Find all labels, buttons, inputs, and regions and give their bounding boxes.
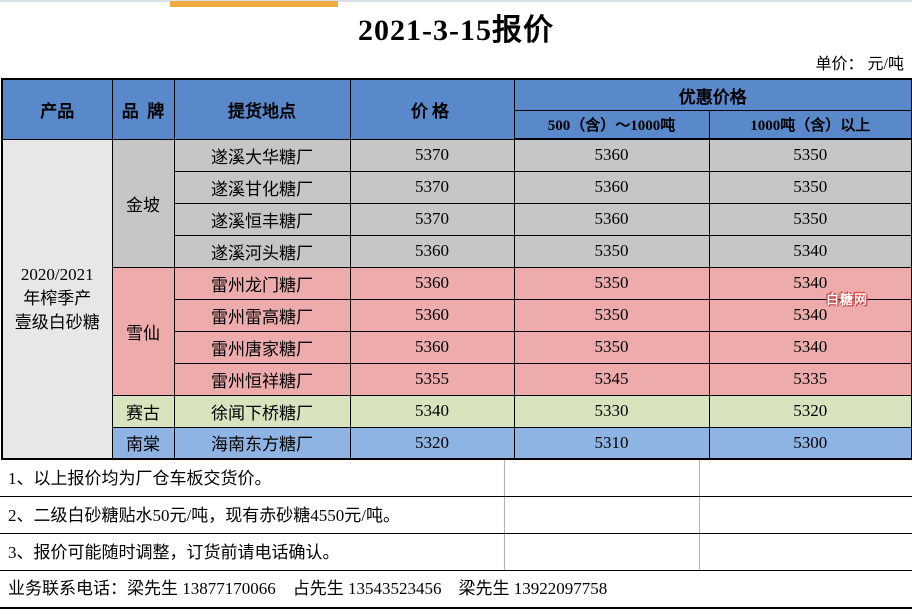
tier2-price-cell: 5350 — [708, 202, 912, 236]
note-text: 3、报价可能随时调整，订货前请电话确认。 — [8, 543, 340, 562]
header-row-1: 产品 品 牌 提货地点 价格 优惠价格 — [1, 78, 912, 140]
location-cell: 雷州雷高糖厂 — [173, 298, 351, 332]
price-cell: 5360 — [349, 330, 515, 364]
price-cell: 5370 — [349, 170, 515, 204]
tier1-price-cell: 5360 — [513, 138, 710, 172]
location-cell: 雷州龙门糖厂 — [173, 266, 351, 300]
location-cell: 遂溪恒丰糖厂 — [173, 202, 351, 236]
price-cell: 5360 — [349, 234, 515, 268]
header-price: 价格 — [349, 78, 515, 140]
tier1-price-cell: 5360 — [513, 202, 710, 236]
note-row-1: 1、以上报价均为厂仓车板交货价。 — [0, 460, 912, 497]
notes-section: 1、以上报价均为厂仓车板交货价。 2、二级白砂糖贴水50元/吨，现有赤砂糖455… — [0, 460, 912, 571]
tier2-price-cell: 5320 — [708, 394, 912, 428]
header-location: 提货地点 — [173, 78, 351, 140]
tier1-price-cell: 5350 — [513, 234, 710, 268]
tier2-price-cell: 5350 — [708, 138, 912, 172]
header-tier1: 500（含）～1000吨 — [513, 110, 710, 140]
tier1-price-cell: 5350 — [513, 298, 710, 332]
table-row: 雷州唐家糖厂 5360 5350 5340 — [2, 330, 912, 364]
gridline-divider — [699, 534, 700, 570]
note-text: 2、二级白砂糖贴水50元/吨，现有赤砂糖4550元/吨。 — [8, 506, 400, 525]
header-tier2: 1000吨（含）以上 — [708, 110, 912, 140]
price-cell: 5355 — [349, 362, 515, 396]
location-cell: 遂溪甘化糖厂 — [173, 170, 351, 204]
header-product: 产品 — [1, 78, 113, 140]
location-cell: 海南东方糖厂 — [173, 426, 351, 460]
price-cell: 5360 — [349, 298, 515, 332]
table-row: 雷州恒祥糖厂 5355 5345 5335 — [2, 362, 912, 396]
tier2-price-cell: 5340 — [708, 234, 912, 268]
gridline-divider — [699, 497, 700, 533]
header-discount: 优惠价格 — [513, 78, 912, 111]
tier2-price-cell: 5350 — [708, 170, 912, 204]
gridline-divider — [504, 497, 505, 533]
tier2-price-cell: 5340 — [708, 330, 912, 364]
tier2-price-cell: 5335 — [708, 362, 912, 396]
table-row: 2020/2021 年榨季产 壹级白砂糖 金坡 遂溪大华糖厂 5370 5360 5350 — [1, 138, 912, 460]
header-brand: 品 牌 — [111, 78, 175, 140]
top-divider — [0, 0, 912, 2]
note-row-2: 2、二级白砂糖贴水50元/吨，现有赤砂糖4550元/吨。 — [0, 497, 912, 534]
contact-line: 业务联系电话：梁先生 13877170066 占先生 13543523456 梁… — [0, 571, 912, 609]
tier1-price-cell: 5350 — [513, 330, 710, 364]
tier1-price-cell: 5350 — [513, 266, 710, 300]
brand-cell: 雪仙 — [111, 266, 175, 396]
table-row: 赛古 徐闻下桥糖厂 5340 5330 5320 — [2, 394, 912, 428]
tier1-price-cell: 5330 — [513, 394, 710, 428]
tier1-price-cell: 5345 — [513, 362, 710, 396]
note-row-3: 3、报价可能随时调整，订货前请电话确认。 — [0, 534, 912, 571]
location-cell: 徐闻下桥糖厂 — [173, 394, 351, 428]
tier1-price-cell: 5360 — [513, 170, 710, 204]
gridline-divider — [504, 460, 505, 496]
tier2-price-cell: 5300 — [708, 426, 912, 460]
brand-cell: 金坡 — [111, 138, 175, 268]
tier2-price-cell: 5340 — [708, 266, 912, 300]
location-cell: 雷州唐家糖厂 — [173, 330, 351, 364]
watermark: 白糖网 — [826, 292, 869, 307]
price-cell: 5370 — [349, 202, 515, 236]
price-cell: 5370 — [349, 138, 515, 172]
location-cell: 遂溪大华糖厂 — [173, 138, 351, 172]
orange-accent-bar — [170, 1, 338, 7]
gridline-divider — [504, 534, 505, 570]
table-row: 遂溪恒丰糖厂 5370 5360 5350 — [2, 202, 912, 236]
table-row: 遂溪甘化糖厂 5370 5360 5350 — [2, 170, 912, 204]
brand-cell: 南棠 — [111, 426, 175, 460]
unit-label: 单价： 元/吨 — [815, 56, 904, 73]
price-cell: 5320 — [349, 426, 515, 460]
table-row: 南棠 海南东方糖厂 5320 5310 5300 — [2, 426, 912, 460]
quote-table: 产品 品 牌 提货地点 价格 优惠价格 500（含）～1000吨 1000吨（含… — [1, 78, 912, 460]
tier1-price-cell: 5310 — [513, 426, 710, 460]
table-row: 遂溪河头糖厂 5360 5350 5340 — [2, 234, 912, 268]
product-cell: 2020/2021 年榨季产 壹级白砂糖 — [1, 138, 113, 460]
table-row: 雪仙 雷州龙门糖厂 5360 5350 5340 — [2, 266, 912, 396]
page-title: 2021-3-15报价 — [358, 14, 554, 47]
quote-table-header: 产品 品 牌 提货地点 价格 优惠价格 500（含）～1000吨 1000吨（含… — [1, 78, 912, 140]
price-cell: 5340 — [349, 394, 515, 428]
quote-table-body: 2020/2021 年榨季产 壹级白砂糖 金坡 遂溪大华糖厂 5370 5360 5350… — [1, 138, 912, 460]
brand-cell: 赛古 — [111, 394, 175, 428]
gridline-divider — [699, 460, 700, 496]
price-cell: 5360 — [349, 266, 515, 300]
location-cell: 遂溪河头糖厂 — [173, 234, 351, 268]
location-cell: 雷州恒祥糖厂 — [173, 362, 351, 396]
note-text: 1、以上报价均为厂仓车板交货价。 — [8, 469, 272, 488]
tier2-price-cell: 5340 — [708, 298, 912, 332]
